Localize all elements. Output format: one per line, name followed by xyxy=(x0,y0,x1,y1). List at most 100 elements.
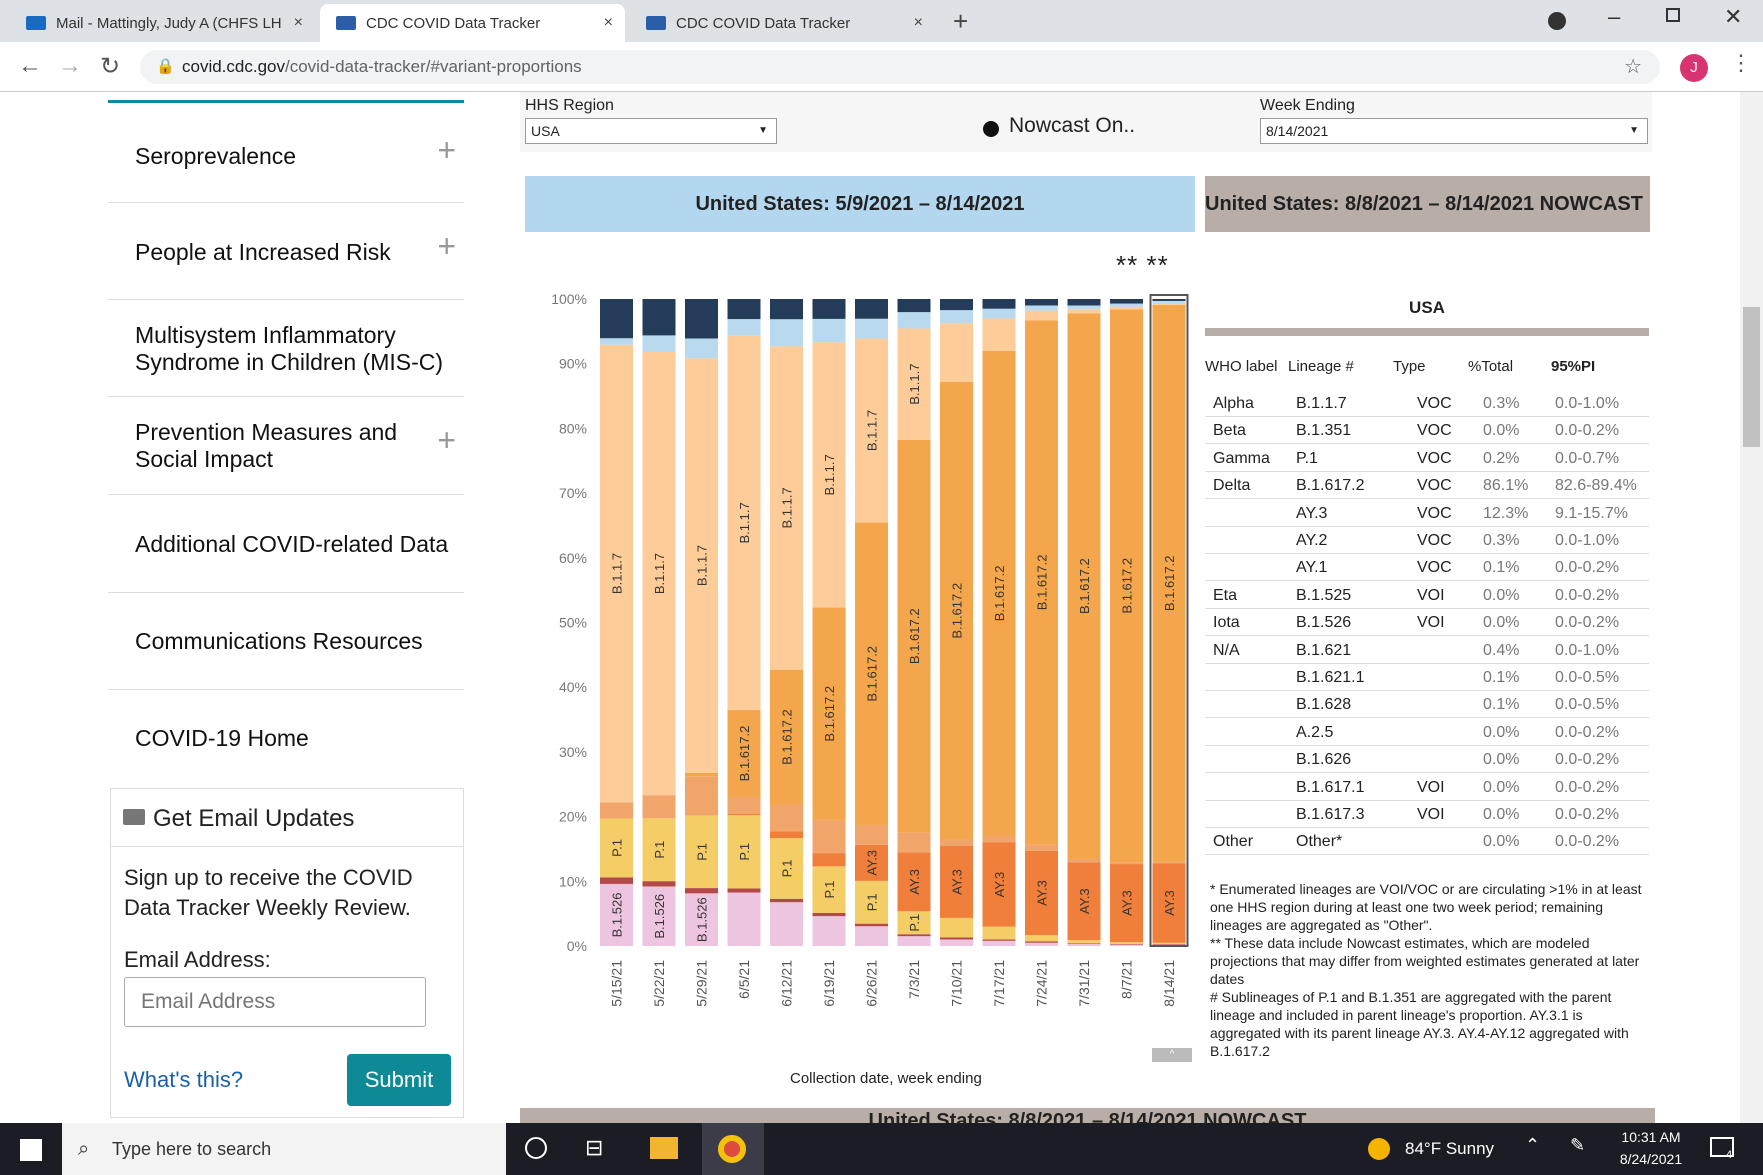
bar-label: AY.3 xyxy=(1035,880,1050,906)
sidebar-item-communications[interactable]: Communications Resources xyxy=(108,593,464,690)
x-tick-label: 5/22/21 xyxy=(651,960,667,1007)
notification-count: 4 xyxy=(1726,1149,1733,1161)
sidebar-item-label: COVID-19 Home xyxy=(135,725,309,751)
taskbar-search[interactable]: ⌕ Type here to search xyxy=(62,1123,506,1175)
expand-plus-icon[interactable]: + xyxy=(437,132,456,168)
note-double-asterisk: ** These data include Nowcast estimates,… xyxy=(1210,935,1640,987)
scrollbar-thumb[interactable] xyxy=(1743,307,1760,447)
collapse-caret-button[interactable]: ^ xyxy=(1152,1048,1192,1062)
table-row: B.1.617.3 VOI 0.0% 0.0-0.2% xyxy=(1205,801,1649,828)
bar-segment-other-dark xyxy=(1152,299,1186,301)
bookmark-star-icon[interactable]: ☆ xyxy=(1624,56,1642,78)
hhs-region-select[interactable]: USA ▼ xyxy=(525,118,777,144)
nowcast-radio-icon[interactable] xyxy=(983,121,999,137)
bar-label: B.1.1.7 xyxy=(822,454,837,495)
variant-proportions-chart: 0% 10% 20% 30% 40% 50% 60% 70% 80% 90% 100% B.1.526… xyxy=(551,291,1189,1007)
cortana-icon[interactable] xyxy=(525,1137,547,1159)
chrome-taskbar-item[interactable] xyxy=(702,1123,764,1175)
bar-label: B.1.1.7 xyxy=(652,553,667,594)
bar-segment-b-1-617-2 xyxy=(1152,304,1186,862)
new-tab-button[interactable]: + xyxy=(953,6,969,36)
minimize-icon[interactable]: – xyxy=(1608,4,1621,29)
task-view-icon[interactable]: ⊟ xyxy=(585,1135,604,1160)
bar-segment-b-1-1-7 xyxy=(600,344,633,803)
sidebar-item-label: Prevention Measures and Social Impact xyxy=(135,419,398,472)
table-row: AY.1 VOC 0.1% 0.0-0.2% xyxy=(1205,554,1649,582)
pen-icon[interactable]: ✎ xyxy=(1570,1135,1586,1155)
forward-icon[interactable]: → xyxy=(58,52,82,79)
table-cell: Other* xyxy=(1296,833,1343,851)
menu-icon[interactable]: ⋮ xyxy=(1730,50,1752,75)
week-ending-select[interactable]: 8/14/2021 ▼ xyxy=(1260,118,1648,144)
whats-this-link[interactable]: What's this? xyxy=(124,1067,244,1092)
sidebar-item-mis-c[interactable]: Multisystem Inflammatory Syndrome in Chi… xyxy=(108,300,464,397)
col-header: Type xyxy=(1393,358,1426,375)
tab-search-icon[interactable] xyxy=(1548,12,1566,30)
clock-date[interactable]: 8/24/2021 xyxy=(1619,1151,1683,1167)
table-cell: 0.0% xyxy=(1483,614,1520,632)
page-scrollbar[interactable] xyxy=(1740,92,1763,1123)
tab-mail[interactable]: Mail - Mattingly, Judy A (CHFS LH × xyxy=(10,4,315,42)
bar-segment-b-1-1-7 xyxy=(1025,310,1058,321)
table-row: AY.3 VOC 12.3% 9.1-15.7% xyxy=(1205,500,1649,527)
y-tick-label: 70% xyxy=(559,485,587,501)
sidebar-item-prevention[interactable]: Prevention Measures and Social Impact + xyxy=(108,397,464,495)
notification-icon[interactable] xyxy=(1710,1137,1734,1157)
sidebar-item-seroprevalence[interactable]: Seroprevalence + xyxy=(108,103,464,203)
bar-segment-b-1-1-7 xyxy=(642,351,676,796)
table-cell: 86.1% xyxy=(1483,477,1529,495)
table-cell: 0.0-1.0% xyxy=(1555,641,1620,659)
x-tick-label: 7/24/21 xyxy=(1034,960,1050,1007)
table-cell: 0.1% xyxy=(1483,669,1520,686)
tab-cdc-active[interactable]: CDC COVID Data Tracker × xyxy=(320,4,625,42)
table-cell: B.1.621 xyxy=(1296,641,1352,659)
file-explorer-icon[interactable] xyxy=(650,1137,678,1159)
close-icon[interactable]: × xyxy=(603,14,613,31)
bar-segment-other-mid xyxy=(982,836,1016,843)
table-cell: VOI xyxy=(1417,586,1445,604)
bar-segment-b-1-617-2 xyxy=(897,439,931,833)
email-heading: Get Email Updates xyxy=(153,805,355,832)
y-tick-label: 10% xyxy=(559,873,587,889)
expand-plus-icon[interactable]: + xyxy=(437,228,456,264)
sidebar-item-additional-data[interactable]: Additional COVID-related Data xyxy=(108,495,464,593)
tab-strip: Mail - Mattingly, Judy A (CHFS LH × CDC … xyxy=(0,0,1763,42)
chevron-up-icon[interactable]: ⌃ xyxy=(1525,1135,1541,1155)
tab-cdc[interactable]: CDC COVID Data Tracker × xyxy=(630,4,935,42)
bar-segment-other-mid xyxy=(600,802,633,819)
bar-segment-p-1 xyxy=(1152,942,1186,945)
bar-label: B.1.617.2 xyxy=(1077,558,1092,614)
reload-icon[interactable]: ↻ xyxy=(100,53,121,80)
bar-segment-p-1 xyxy=(1110,942,1143,945)
table-row: Other Other* 0.0% 0.0-0.2% xyxy=(1205,828,1649,856)
bar-segment-ay-3 xyxy=(1152,863,1186,943)
weather-text[interactable]: 84°F Sunny xyxy=(1405,1139,1495,1158)
bar-segment-ay-3 xyxy=(1067,862,1101,941)
close-icon[interactable]: × xyxy=(913,14,923,31)
nowcast-label[interactable]: Nowcast On.. xyxy=(1009,114,1136,137)
clock-time[interactable]: 10:31 AM xyxy=(1621,1129,1681,1145)
sidebar-item-covid-home[interactable]: COVID-19 Home xyxy=(108,690,464,787)
email-input[interactable] xyxy=(124,977,426,1027)
submit-button[interactable]: Submit xyxy=(347,1054,451,1106)
table-cell: 0.1% xyxy=(1483,696,1520,714)
table-cell: 0.3% xyxy=(1483,532,1520,549)
bar-segment-b-1-1-7 xyxy=(685,358,718,773)
sidebar-item-people-at-risk[interactable]: People at Increased Risk + xyxy=(108,203,464,300)
bar-label: B.1.617.2 xyxy=(1120,558,1135,614)
expand-plus-icon[interactable]: + xyxy=(437,422,456,458)
cdc-icon xyxy=(646,16,666,30)
bar-segment-ay-3 xyxy=(940,846,973,918)
bar-segment-other-mid xyxy=(897,832,931,853)
bar-label: B.1.617.2 xyxy=(992,566,1007,622)
close-window-icon[interactable]: ✕ xyxy=(1724,4,1743,29)
bar-segment-b-1-617-2 xyxy=(1067,313,1101,859)
restore-icon[interactable] xyxy=(1666,8,1680,22)
windows-start-icon[interactable] xyxy=(20,1139,42,1161)
back-icon[interactable]: ← xyxy=(18,52,42,79)
table-cell: 82.6-89.4% xyxy=(1555,477,1637,495)
close-icon[interactable]: × xyxy=(293,14,303,31)
profile-avatar[interactable]: J xyxy=(1680,54,1708,82)
url-field[interactable]: 🔒 covid.cdc.gov/covid-data-tracker/#vari… xyxy=(140,50,1660,84)
table-cell: VOC xyxy=(1417,504,1452,522)
